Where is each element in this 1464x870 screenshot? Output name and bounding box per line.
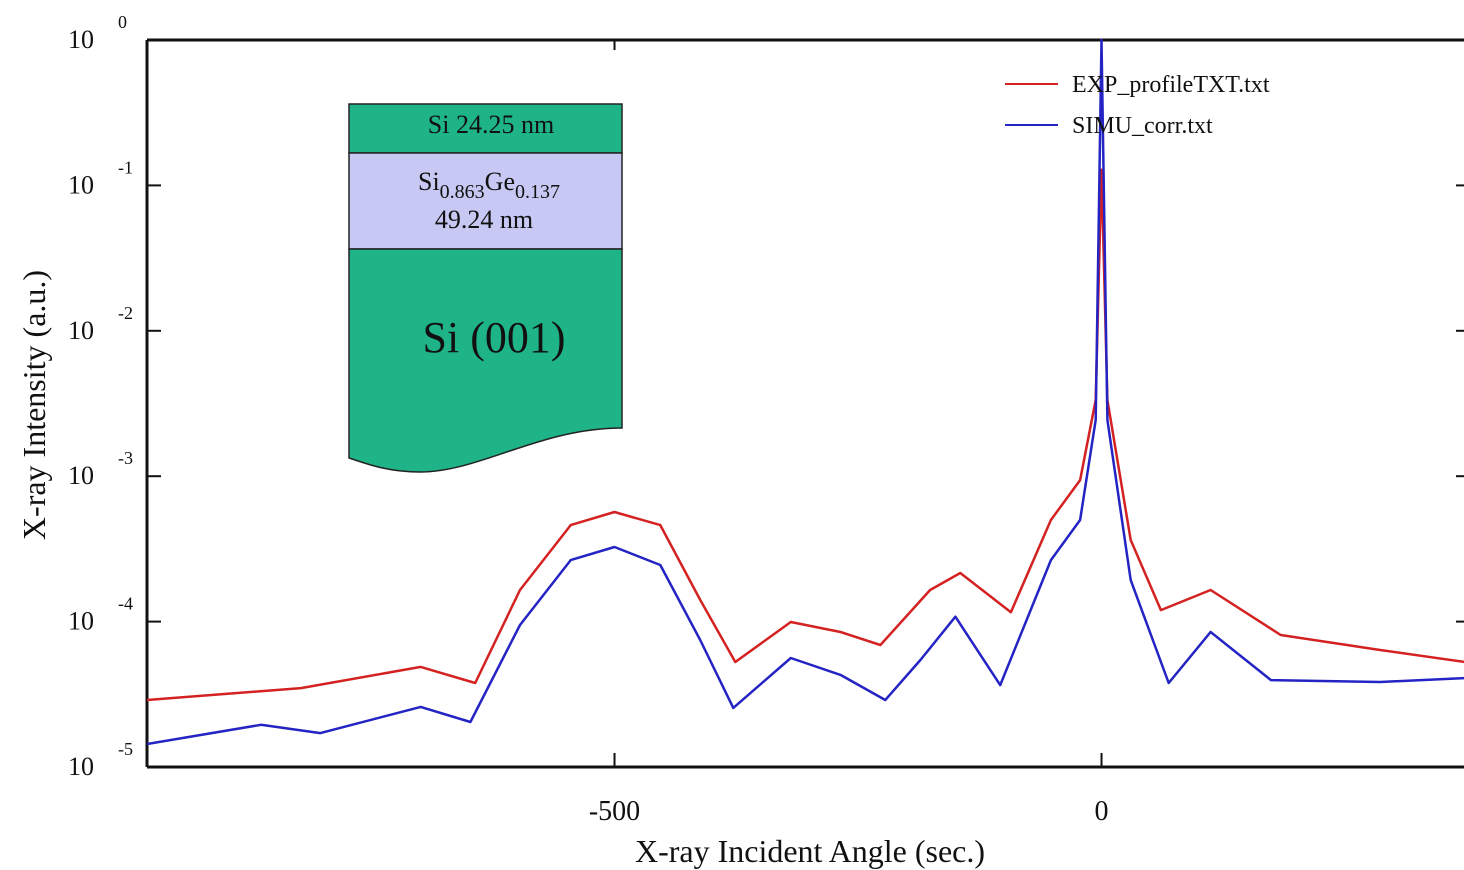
series-line (147, 38, 1464, 746)
text: 0.137 (515, 181, 560, 203)
y-tick-label: 10 (68, 461, 94, 490)
top-layer (348, 103, 623, 154)
y-tick-label: 10 (68, 752, 94, 781)
y-tick-exponent: -1 (118, 157, 133, 177)
text: Si (418, 167, 440, 196)
middle-layer (348, 152, 623, 250)
top-layer-label: Si 24.25 nm (428, 110, 554, 139)
y-tick-label: 10 (68, 607, 94, 636)
y-tick-label: 10 (68, 25, 94, 54)
x-tick-label: 0 (1095, 796, 1109, 827)
series-line (147, 168, 1464, 702)
x-tick-label: -500 (589, 796, 640, 827)
y-tick-exponent: -3 (118, 448, 133, 468)
y-tick-label: 10 (68, 170, 94, 199)
text: 0.863 (440, 181, 485, 203)
y-tick-label: 10 (68, 316, 94, 345)
substrate-label: Si (001) (423, 313, 566, 362)
text: Ge (485, 167, 515, 196)
legend-label: EXP_profileTXT.txt (1072, 72, 1270, 98)
y-tick-exponent: 0 (118, 12, 127, 32)
y-axis-label: X-ray Intensity (a.u.) (16, 270, 52, 540)
legend-label: SIMU_corr.txt (1072, 113, 1213, 139)
x-axis-label: X-ray Incident Angle (sec.) (635, 833, 985, 869)
middle-layer-label: Si0.863Ge0.137 (418, 167, 560, 203)
inset-diagram: Si 24.25 nm Si0.863Ge0.137 49.24 nm Si (… (348, 103, 623, 473)
middle-layer-thickness: 49.24 nm (435, 205, 533, 234)
y-tick-exponent: -4 (118, 594, 133, 614)
y-tick-exponent: -2 (118, 303, 133, 323)
substrate-layer (348, 248, 623, 473)
y-tick-exponent: -5 (118, 739, 133, 759)
